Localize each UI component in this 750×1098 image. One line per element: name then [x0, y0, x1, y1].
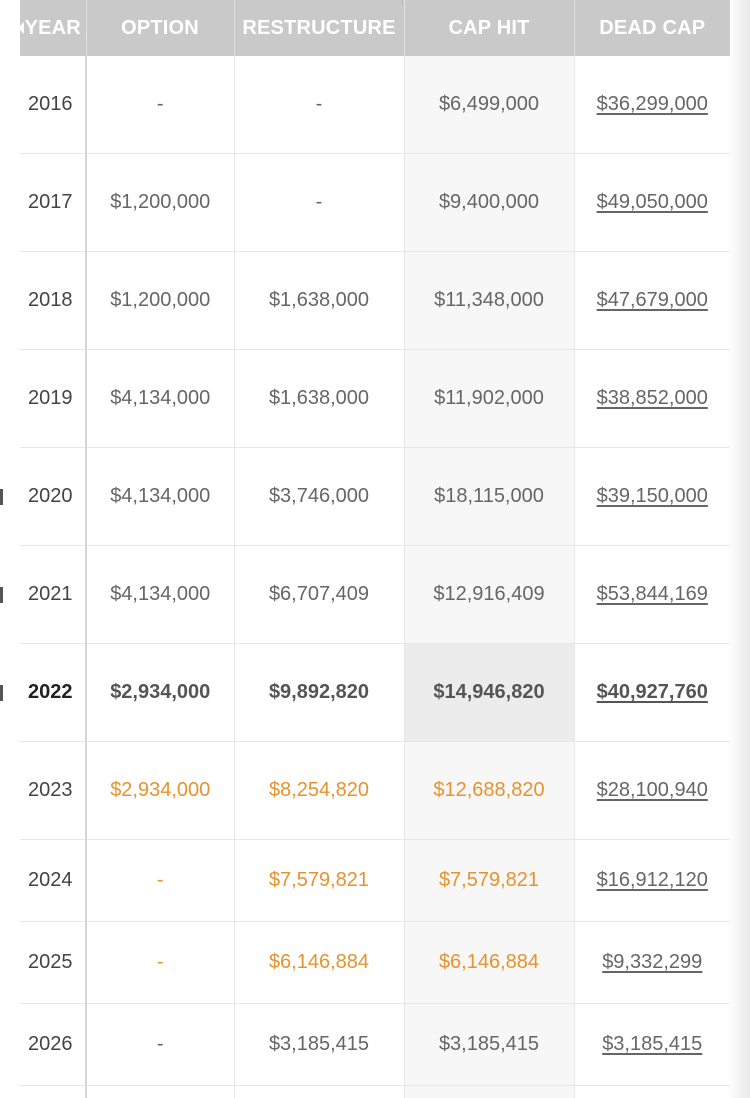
dead-cap-link[interactable]: $9,332,299 [602, 951, 703, 973]
restructure-cell: $7,579,821 [234, 839, 405, 922]
dead-cap-link[interactable]: $39,150,000 [596, 485, 708, 507]
cap-hit-cell: $6,499,000 [404, 56, 575, 154]
cap-hit-cell: $9,400,000 [404, 153, 575, 252]
dead-cap-cell: $16,912,120 [574, 839, 730, 922]
dead-cap-link[interactable]: $16,912,120 [596, 869, 708, 891]
scroll-left-icon[interactable] [18, 22, 24, 34]
restructure-cell: $1,638,000 [234, 251, 405, 350]
cap-hit-cell: $6,146,884 [404, 921, 575, 1004]
restructure-cell: - [234, 56, 405, 154]
year-cell: 2023 [20, 741, 87, 840]
option-cell: $2,934,000 [86, 643, 235, 742]
dead-cap-cell: $53,844,169 [574, 545, 730, 644]
restructure-cell: $3,185,415 [234, 1003, 405, 1086]
dead-cap-cell: $40,927,760 [574, 643, 730, 742]
dead-cap-cell: $47,679,000 [574, 251, 730, 350]
row-marker [0, 685, 3, 701]
option-cell: $4,134,000 [86, 349, 235, 448]
table-row: 2019 $4,134,000 $1,638,000 $11,902,000 $… [20, 349, 730, 448]
dead-cap-cell: $38,852,000 [574, 349, 730, 448]
year-cell: 2021 [20, 545, 87, 644]
header-restructure[interactable]: RESTRUCTURE [234, 0, 405, 56]
dead-cap-cell: $3,185,415 [574, 1003, 730, 1086]
restructure-cell: - [234, 153, 405, 252]
table-header-row: YEAR OPTION RESTRUCTURE CAP HIT DEAD CAP [20, 0, 730, 56]
restructure-cell: $6,146,884 [234, 921, 405, 1004]
option-cell: $4,134,000 [86, 447, 235, 546]
cap-hit-cell: $11,902,000 [404, 349, 575, 448]
option-cell: - [86, 921, 235, 1004]
dead-cap-cell: $49,050,000 [574, 153, 730, 252]
dead-cap-link[interactable]: $38,852,000 [596, 387, 708, 409]
year-cell: 2026 [20, 1003, 87, 1086]
table-row-partial [20, 1085, 730, 1098]
current-year-row: 2022 $2,934,000 $9,892,820 $14,946,820 $… [20, 643, 730, 742]
dead-cap-link[interactable]: $53,844,169 [596, 583, 708, 605]
cap-hit-cell: $3,185,415 [404, 1003, 575, 1086]
restructure-cell: $1,638,000 [234, 349, 405, 448]
year-cell: 2022 [20, 643, 87, 742]
restructure-cell: $6,707,409 [234, 545, 405, 644]
table-row: 2021 $4,134,000 $6,707,409 $12,916,409 $… [20, 545, 730, 644]
dead-cap-cell: $28,100,940 [574, 741, 730, 840]
year-cell: 2024 [20, 839, 87, 922]
year-cell: 2017 [20, 153, 87, 252]
option-cell: $1,200,000 [86, 153, 235, 252]
table-row: 2026 - $3,185,415 $3,185,415 $3,185,415 [20, 1003, 730, 1086]
dead-cap-link[interactable]: $47,679,000 [596, 289, 708, 311]
table-row: 2020 $4,134,000 $3,746,000 $18,115,000 $… [20, 447, 730, 546]
row-marker [0, 587, 3, 603]
year-cell: 2019 [20, 349, 87, 448]
dead-cap-link[interactable]: $28,100,940 [596, 779, 708, 801]
restructure-cell: $3,746,000 [234, 447, 405, 546]
table-row: 2024 - $7,579,821 $7,579,821 $16,912,120 [20, 839, 730, 922]
table-row: 2023 $2,934,000 $8,254,820 $12,688,820 $… [20, 741, 730, 840]
dead-cap-link[interactable]: $36,299,000 [596, 93, 708, 115]
left-edge [0, 0, 20, 1098]
year-cell: 2018 [20, 251, 87, 350]
header-year[interactable]: YEAR [20, 0, 87, 56]
option-cell: - [86, 1003, 235, 1086]
option-cell: - [86, 56, 235, 154]
scroll-shadow [728, 0, 750, 1098]
table-row: 2025 - $6,146,884 $6,146,884 $9,332,299 [20, 921, 730, 1004]
year-cell: 2016 [20, 56, 87, 154]
cap-hit-cell: $12,688,820 [404, 741, 575, 840]
dead-cap-cell: $9,332,299 [574, 921, 730, 1004]
cap-hit-cell: $14,946,820 [404, 643, 575, 742]
header-dead-cap[interactable]: DEAD CAP [574, 0, 730, 56]
dead-cap-cell: $36,299,000 [574, 56, 730, 154]
option-cell: $1,200,000 [86, 251, 235, 350]
option-cell: $4,134,000 [86, 545, 235, 644]
row-marker [0, 489, 3, 505]
table-row: 2016 - - $6,499,000 $36,299,000 [20, 56, 730, 154]
dead-cap-link[interactable]: $49,050,000 [596, 191, 708, 213]
header-cap-hit[interactable]: CAP HIT [404, 0, 575, 56]
dead-cap-link[interactable]: $3,185,415 [602, 1033, 703, 1055]
table-row: 2018 $1,200,000 $1,638,000 $11,348,000 $… [20, 251, 730, 350]
year-cell: 2025 [20, 921, 87, 1004]
cap-hit-cell: $11,348,000 [404, 251, 575, 350]
cap-hit-cell: $12,916,409 [404, 545, 575, 644]
cap-hit-cell: $18,115,000 [404, 447, 575, 546]
option-cell: $2,934,000 [86, 741, 235, 840]
dead-cap-cell: $39,150,000 [574, 447, 730, 546]
cap-hit-cell: $7,579,821 [404, 839, 575, 922]
restructure-cell: $8,254,820 [234, 741, 405, 840]
table-row: 2017 $1,200,000 - $9,400,000 $49,050,000 [20, 153, 730, 252]
header-option[interactable]: OPTION [86, 0, 235, 56]
year-cell: 2020 [20, 447, 87, 546]
option-cell: - [86, 839, 235, 922]
cap-table: YEAR OPTION RESTRUCTURE CAP HIT DEAD CAP… [20, 0, 730, 1098]
restructure-cell: $9,892,820 [234, 643, 405, 742]
dead-cap-link[interactable]: $40,927,760 [596, 681, 708, 703]
column-divider [402, 0, 403, 6]
